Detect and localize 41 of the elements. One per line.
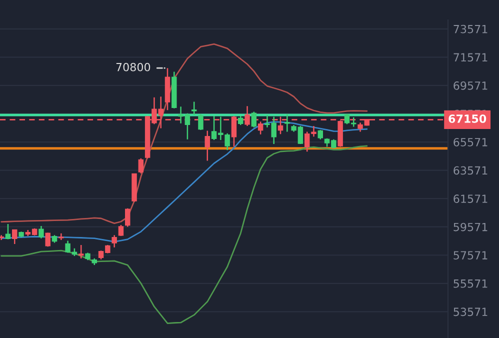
- y-tick-label: 53571: [454, 308, 488, 316]
- candlestick: [78, 244, 84, 260]
- candlestick: [0, 234, 4, 241]
- y-tick-label: 59571: [454, 222, 488, 232]
- candlestick: [45, 232, 50, 248]
- candlestick: [18, 231, 24, 238]
- annotation: 70800: [116, 62, 150, 72]
- candlestick: [172, 71, 177, 109]
- y-tick-label: 55571: [454, 280, 488, 288]
- candlestick: [92, 258, 98, 266]
- candlestick: [12, 228, 18, 245]
- candlestick: [258, 121, 264, 136]
- candlestick: [112, 234, 117, 248]
- candlestick: [138, 158, 144, 174]
- candlestick: [204, 130, 210, 162]
- candlestick: [318, 129, 323, 140]
- candlestick: [85, 252, 90, 261]
- candlestick: [52, 234, 58, 244]
- line-series: [0, 121, 368, 242]
- y-tick-label: 61571: [454, 194, 488, 203]
- candlestick: [284, 114, 290, 132]
- y-tick-label: 73571: [454, 24, 488, 34]
- candlestick: [118, 224, 124, 237]
- y-tick-label: 63571: [454, 166, 488, 175]
- candlestick: [251, 111, 257, 128]
- line-series: [0, 43, 368, 224]
- y-tick-label: 65571: [454, 138, 488, 146]
- candlestick: [38, 225, 44, 239]
- y-tick-label: 69571: [454, 81, 488, 90]
- candlestick: [125, 208, 130, 228]
- candlestick: [132, 172, 137, 202]
- candlestick: [198, 114, 204, 131]
- candlestick: [191, 101, 197, 116]
- candlestick: [5, 223, 11, 240]
- candlestick: [238, 115, 244, 126]
- candlestick: [58, 232, 64, 241]
- ref-line-label: 67150: [448, 114, 486, 123]
- line-series: [0, 145, 368, 324]
- y-tick-label: 57571: [454, 251, 488, 260]
- y-tick-label: 71571: [454, 53, 488, 62]
- candlestick: [164, 67, 170, 111]
